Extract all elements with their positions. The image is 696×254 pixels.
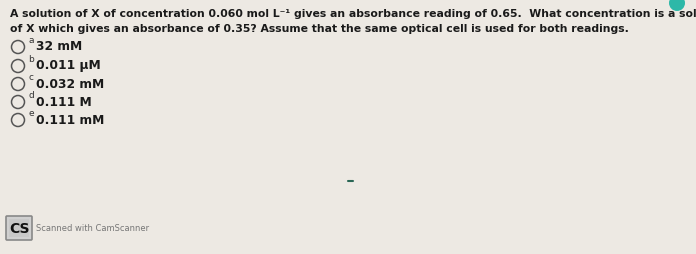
Text: 0.032 mM: 0.032 mM: [35, 77, 104, 90]
Text: c: c: [29, 73, 33, 82]
Text: d: d: [29, 91, 34, 100]
FancyBboxPatch shape: [9, 219, 29, 237]
Text: 0.111 mM: 0.111 mM: [35, 113, 104, 126]
Text: 0.011 μM: 0.011 μM: [35, 59, 100, 72]
Text: CS: CS: [9, 221, 29, 235]
Text: 0.111 M: 0.111 M: [35, 95, 91, 108]
Text: e: e: [29, 108, 34, 118]
FancyBboxPatch shape: [6, 216, 32, 240]
Text: b: b: [29, 55, 34, 64]
Text: 32 mM: 32 mM: [35, 40, 81, 53]
Text: Scanned with CamScanner: Scanned with CamScanner: [36, 224, 149, 233]
Text: a: a: [29, 36, 34, 45]
Circle shape: [669, 0, 685, 12]
Text: A solution of X of concentration 0.060 mol L⁻¹ gives an absorbance reading of 0.: A solution of X of concentration 0.060 m…: [10, 9, 696, 19]
Text: of X which gives an absorbance of 0.35? Assume that the same optical cell is use: of X which gives an absorbance of 0.35? …: [10, 24, 629, 34]
